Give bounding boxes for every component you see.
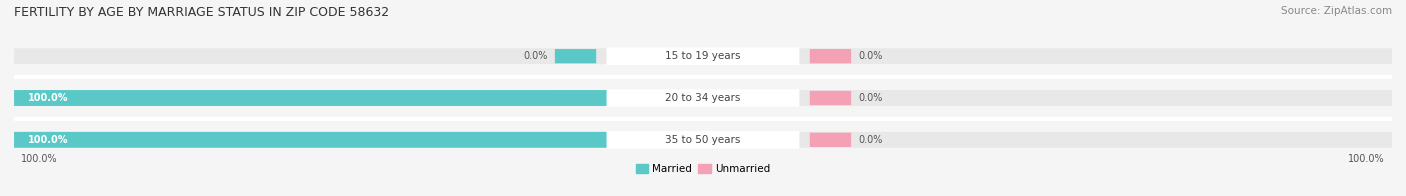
FancyBboxPatch shape (14, 132, 703, 148)
Text: 0.0%: 0.0% (523, 51, 548, 61)
Text: 100.0%: 100.0% (21, 154, 58, 164)
FancyBboxPatch shape (810, 133, 851, 147)
FancyBboxPatch shape (606, 89, 800, 107)
FancyBboxPatch shape (14, 132, 703, 148)
Text: 100.0%: 100.0% (28, 135, 69, 145)
Text: 20 to 34 years: 20 to 34 years (665, 93, 741, 103)
FancyBboxPatch shape (14, 90, 703, 106)
Text: 35 to 50 years: 35 to 50 years (665, 135, 741, 145)
FancyBboxPatch shape (606, 131, 800, 149)
FancyBboxPatch shape (703, 48, 1392, 64)
Text: FERTILITY BY AGE BY MARRIAGE STATUS IN ZIP CODE 58632: FERTILITY BY AGE BY MARRIAGE STATUS IN Z… (14, 6, 389, 19)
Text: 0.0%: 0.0% (858, 51, 883, 61)
FancyBboxPatch shape (14, 90, 703, 106)
FancyBboxPatch shape (14, 48, 703, 64)
FancyBboxPatch shape (555, 91, 596, 105)
Text: 100.0%: 100.0% (28, 93, 69, 103)
Text: 100.0%: 100.0% (1348, 154, 1385, 164)
Text: Source: ZipAtlas.com: Source: ZipAtlas.com (1281, 6, 1392, 16)
FancyBboxPatch shape (703, 132, 1392, 148)
Text: 0.0%: 0.0% (858, 93, 883, 103)
Text: 15 to 19 years: 15 to 19 years (665, 51, 741, 61)
Legend: Married, Unmarried: Married, Unmarried (631, 160, 775, 178)
FancyBboxPatch shape (555, 133, 596, 147)
FancyBboxPatch shape (810, 49, 851, 63)
Text: 0.0%: 0.0% (858, 135, 883, 145)
FancyBboxPatch shape (703, 90, 1392, 106)
FancyBboxPatch shape (606, 47, 800, 65)
FancyBboxPatch shape (555, 49, 596, 63)
FancyBboxPatch shape (810, 91, 851, 105)
